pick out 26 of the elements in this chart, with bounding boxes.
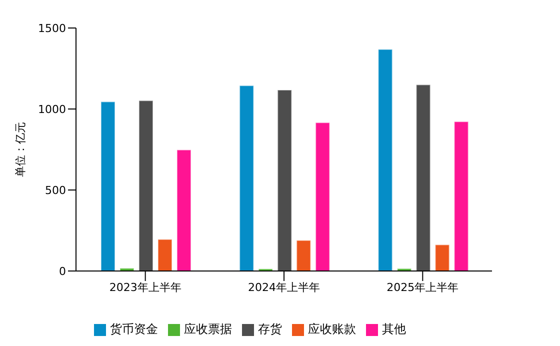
bar xyxy=(434,244,450,271)
bar xyxy=(277,90,292,271)
bar xyxy=(176,149,192,271)
y-tick-label: 0 xyxy=(59,264,66,278)
bar xyxy=(157,238,172,271)
x-tick-label: 2023年上半年 xyxy=(109,280,182,294)
y-tick-label: 1000 xyxy=(38,102,66,116)
bar xyxy=(239,85,254,271)
x-tick-label: 2025年上半年 xyxy=(386,280,459,294)
bar xyxy=(416,84,431,271)
y-tick-label: 1500 xyxy=(38,22,66,35)
bar xyxy=(100,101,116,271)
bar xyxy=(315,122,330,271)
legend-label: 存货 xyxy=(258,322,282,336)
bar xyxy=(138,100,154,271)
x-tick-label: 2024年上半年 xyxy=(248,280,320,294)
legend-label: 应收账款 xyxy=(308,322,356,336)
bar xyxy=(296,240,312,271)
bar xyxy=(119,268,134,271)
y-axis-title: 单位：亿元 xyxy=(14,122,27,177)
legend-label: 其他 xyxy=(382,322,406,336)
bar xyxy=(378,48,393,271)
bar xyxy=(454,121,469,271)
y-tick-label: 500 xyxy=(45,184,66,197)
legend-label: 应收票据 xyxy=(184,322,232,336)
legend-label: 货币资金 xyxy=(110,322,158,336)
